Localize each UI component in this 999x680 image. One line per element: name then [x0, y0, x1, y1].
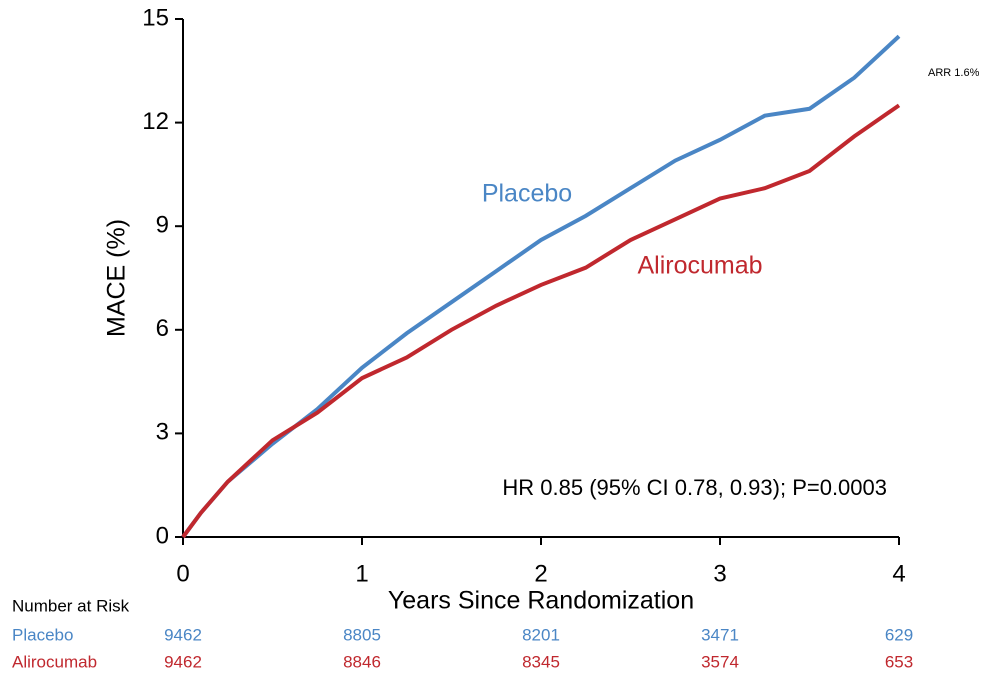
series-line — [181, 103, 901, 539]
risk-value: 8201 — [522, 625, 560, 644]
series-label: Alirocumab — [637, 252, 762, 280]
arr-annotation: ARR 1.6% — [928, 67, 980, 79]
risk-row-label: Placebo — [12, 625, 73, 644]
risk-value: 8345 — [522, 652, 560, 671]
risk-value: 8846 — [343, 652, 381, 671]
y-tick-label: 3 — [156, 419, 169, 446]
y-tick-label: 9 — [156, 212, 169, 239]
risk-value: 629 — [885, 625, 913, 644]
risk-value: 3574 — [701, 652, 739, 671]
x-tick-label: 2 — [534, 560, 547, 587]
y-tick-label: 6 — [156, 315, 169, 342]
y-tick-label: 0 — [156, 522, 169, 549]
risk-value: 9462 — [164, 625, 202, 644]
series-line — [181, 34, 901, 539]
x-tick-label: 0 — [176, 560, 189, 587]
x-tick-label: 4 — [892, 560, 905, 587]
risk-row-label: Alirocumab — [12, 652, 97, 671]
risk-value: 3471 — [701, 625, 739, 644]
risk-value: 9462 — [164, 652, 202, 671]
risk-value: 653 — [885, 652, 913, 671]
x-axis-label: Years Since Randomization — [388, 587, 694, 615]
risk-title: Number at Risk — [12, 596, 130, 615]
risk-value: 8805 — [343, 625, 381, 644]
y-tick-label: 12 — [142, 108, 169, 135]
x-tick-label: 1 — [355, 560, 368, 587]
series-label: Placebo — [482, 180, 572, 208]
y-tick-label: 15 — [142, 4, 169, 31]
y-axis-label: MACE (%) — [103, 219, 131, 337]
x-tick-label: 3 — [713, 560, 726, 587]
hr-annotation: HR 0.85 (95% CI 0.78, 0.93); P=0.0003 — [502, 475, 887, 500]
